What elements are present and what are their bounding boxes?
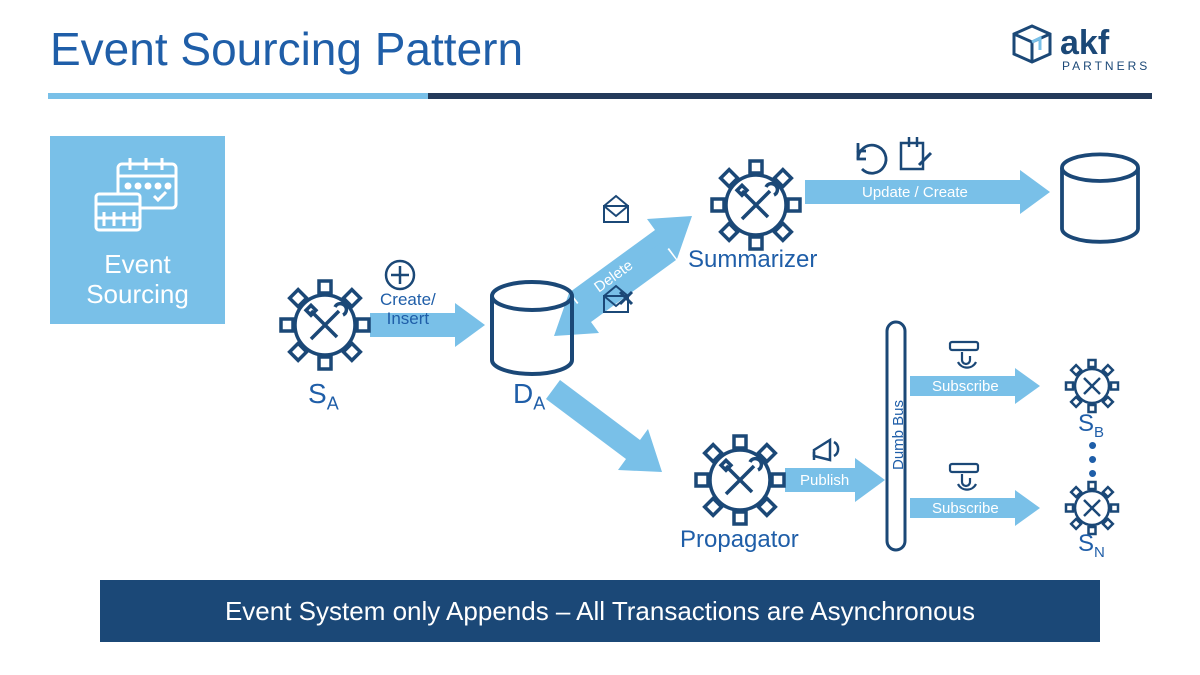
label-subscribe-2: Subscribe xyxy=(932,500,999,517)
badge-label-1: Event xyxy=(104,249,171,279)
diagram-canvas xyxy=(0,0,1200,675)
label-sn: SN xyxy=(1078,530,1105,561)
cylinder-top-icon xyxy=(1062,154,1138,241)
arrow-to-propagator xyxy=(546,380,662,472)
plus-icon xyxy=(386,261,414,289)
label-sa: SA xyxy=(308,378,339,415)
megaphone-icon xyxy=(814,440,838,460)
label-subscribe-1: Subscribe xyxy=(932,378,999,395)
svg-text:akf: akf xyxy=(1060,24,1110,62)
refresh-icon xyxy=(858,143,886,173)
edit-icon xyxy=(901,137,931,169)
header-rule-light xyxy=(48,93,428,99)
label-da: DA xyxy=(513,378,545,415)
header-rule-dark xyxy=(428,93,1152,99)
cylinder-da-icon xyxy=(492,282,572,374)
mail-open-icon xyxy=(604,196,628,222)
svg-text:PARTNERS: PARTNERS xyxy=(1062,59,1150,73)
event-sourcing-badge: Event Sourcing xyxy=(50,136,225,324)
footer-banner: Event System only Appends – All Transact… xyxy=(100,580,1100,642)
label-create-insert: Create/Insert xyxy=(380,290,436,328)
company-logo: akf PARTNERS xyxy=(1012,20,1162,83)
page-title: Event Sourcing Pattern xyxy=(50,22,523,76)
ellipsis-dots: ••• xyxy=(1088,438,1097,480)
label-update-create: Update / Create xyxy=(862,184,968,201)
gear-sa-icon xyxy=(263,263,387,387)
press-icon-1 xyxy=(950,342,978,368)
calendar-icon xyxy=(50,156,225,239)
label-propagator: Propagator xyxy=(680,526,799,554)
gear-propagator-icon xyxy=(678,418,802,542)
label-summarizer: Summarizer xyxy=(688,246,817,274)
badge-label-2: Sourcing xyxy=(86,279,189,309)
label-bus: Dumb Bus xyxy=(890,400,907,470)
label-publish: Publish xyxy=(800,472,849,489)
press-icon-2 xyxy=(950,464,978,490)
